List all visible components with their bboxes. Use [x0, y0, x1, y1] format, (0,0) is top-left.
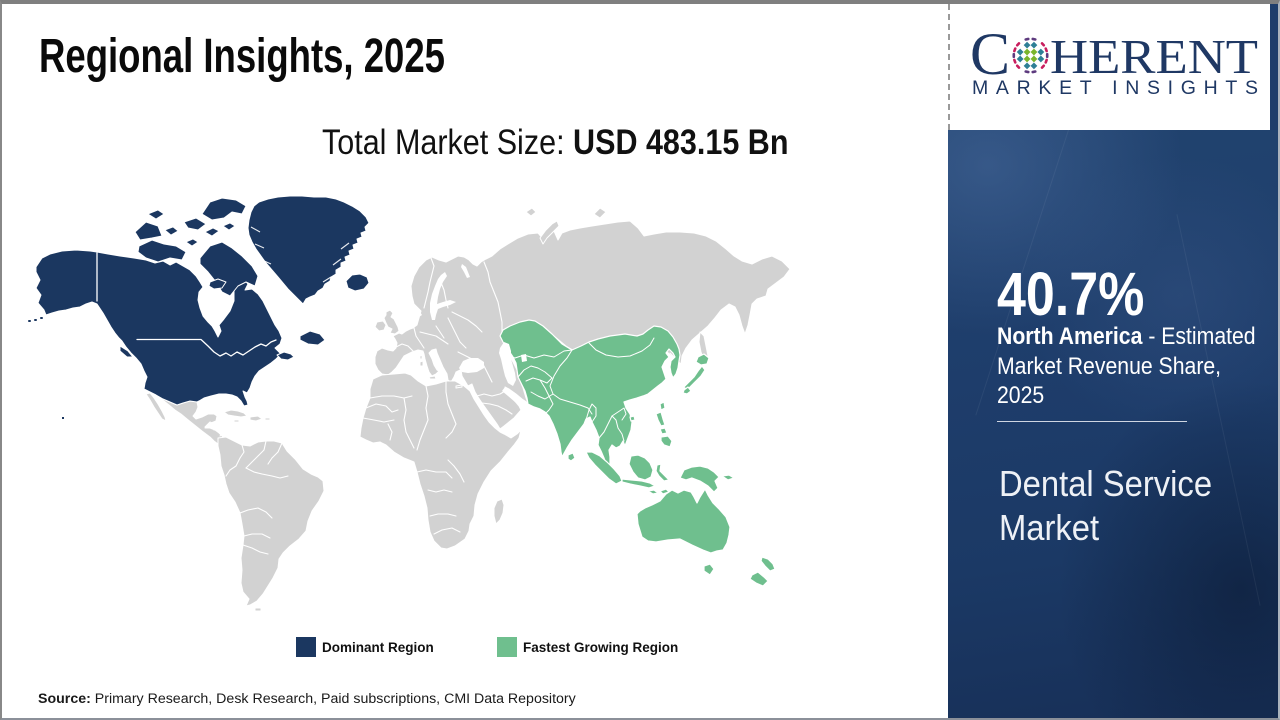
- svg-text:HERENT: HERENT: [1050, 31, 1258, 84]
- svg-text:C: C: [970, 21, 1010, 87]
- svg-text:MARKET INSIGHTS: MARKET INSIGHTS: [972, 77, 1258, 99]
